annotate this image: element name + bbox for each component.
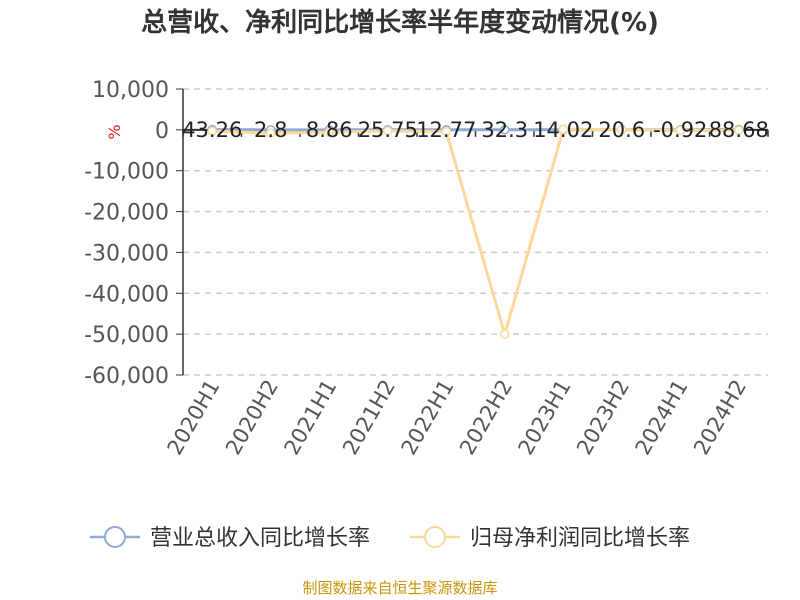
y-tick-label: -60,000: [84, 364, 169, 389]
series-lines: [207, 124, 744, 339]
data-label: -0.92: [653, 118, 707, 142]
source-note: 制图数据来自恒生聚源数据库: [302, 579, 498, 597]
y-tick-label: -40,000: [84, 282, 169, 307]
x-tick-label: 2022H2: [455, 376, 517, 460]
series-2-point: [558, 124, 568, 134]
legend-label: 归母净利润同比增长率: [470, 526, 690, 551]
series-2-point: [383, 126, 393, 136]
x-tick-label: 2024H2: [689, 376, 751, 460]
series-2-point: [207, 126, 217, 136]
y-tick-label: -10,000: [84, 160, 169, 185]
legend-item-2[interactable]: 归母净利润同比增长率: [410, 526, 690, 551]
x-tick-label: 2021H2: [338, 376, 400, 460]
x-tick-label: 2021H1: [279, 376, 341, 460]
y-tick-label: -30,000: [84, 241, 169, 266]
data-label: 20.6: [598, 118, 645, 142]
y-tick-label: -20,000: [84, 201, 169, 226]
y-tick-label: 0: [155, 119, 169, 144]
legend-label: 营业总收入同比增长率: [150, 526, 370, 551]
x-tick-label: 2023H1: [513, 376, 575, 460]
data-label: 25.75: [358, 118, 418, 142]
series-2-point: [617, 125, 627, 135]
data-label: 88.68: [709, 118, 769, 142]
series-line-2: [212, 127, 739, 336]
series-2-point: [675, 125, 685, 136]
data-label: 8.86: [306, 118, 353, 142]
chart-title: 总营收、净利同比增长率半年度变动情况(%): [141, 8, 659, 38]
data-label: 12.77: [416, 118, 476, 142]
series-2-point: [441, 126, 451, 137]
legend-marker: [424, 526, 446, 548]
legend-marker: [104, 526, 126, 548]
data-label: 14.02: [533, 118, 593, 142]
x-tick-label: 2020H1: [162, 376, 224, 460]
x-tick-label: 2023H2: [572, 376, 634, 460]
y-tick-label: 10,000: [92, 78, 169, 103]
y-axis-unit-label: %: [105, 124, 124, 139]
gridlines: [183, 88, 768, 376]
legend[interactable]: 营业总收入同比增长率 归母净利润同比增长率: [90, 526, 690, 551]
x-tick-label: 2022H1: [396, 376, 458, 460]
series-2-point: [734, 125, 744, 136]
x-tick-label: 2020H2: [221, 376, 283, 460]
series-1-point: [500, 124, 510, 135]
y-tick-label: -50,000: [84, 323, 169, 348]
data-label: 32.3: [481, 118, 528, 142]
series-2-point: [324, 127, 334, 138]
series-2-point: [266, 128, 276, 138]
x-tick-label: 2024H1: [630, 376, 692, 460]
series-2-point: [500, 329, 510, 339]
data-label: 2.8: [254, 118, 287, 142]
data-label: 43.26: [182, 118, 242, 142]
legend-item-1[interactable]: 营业总收入同比增长率: [90, 526, 370, 551]
